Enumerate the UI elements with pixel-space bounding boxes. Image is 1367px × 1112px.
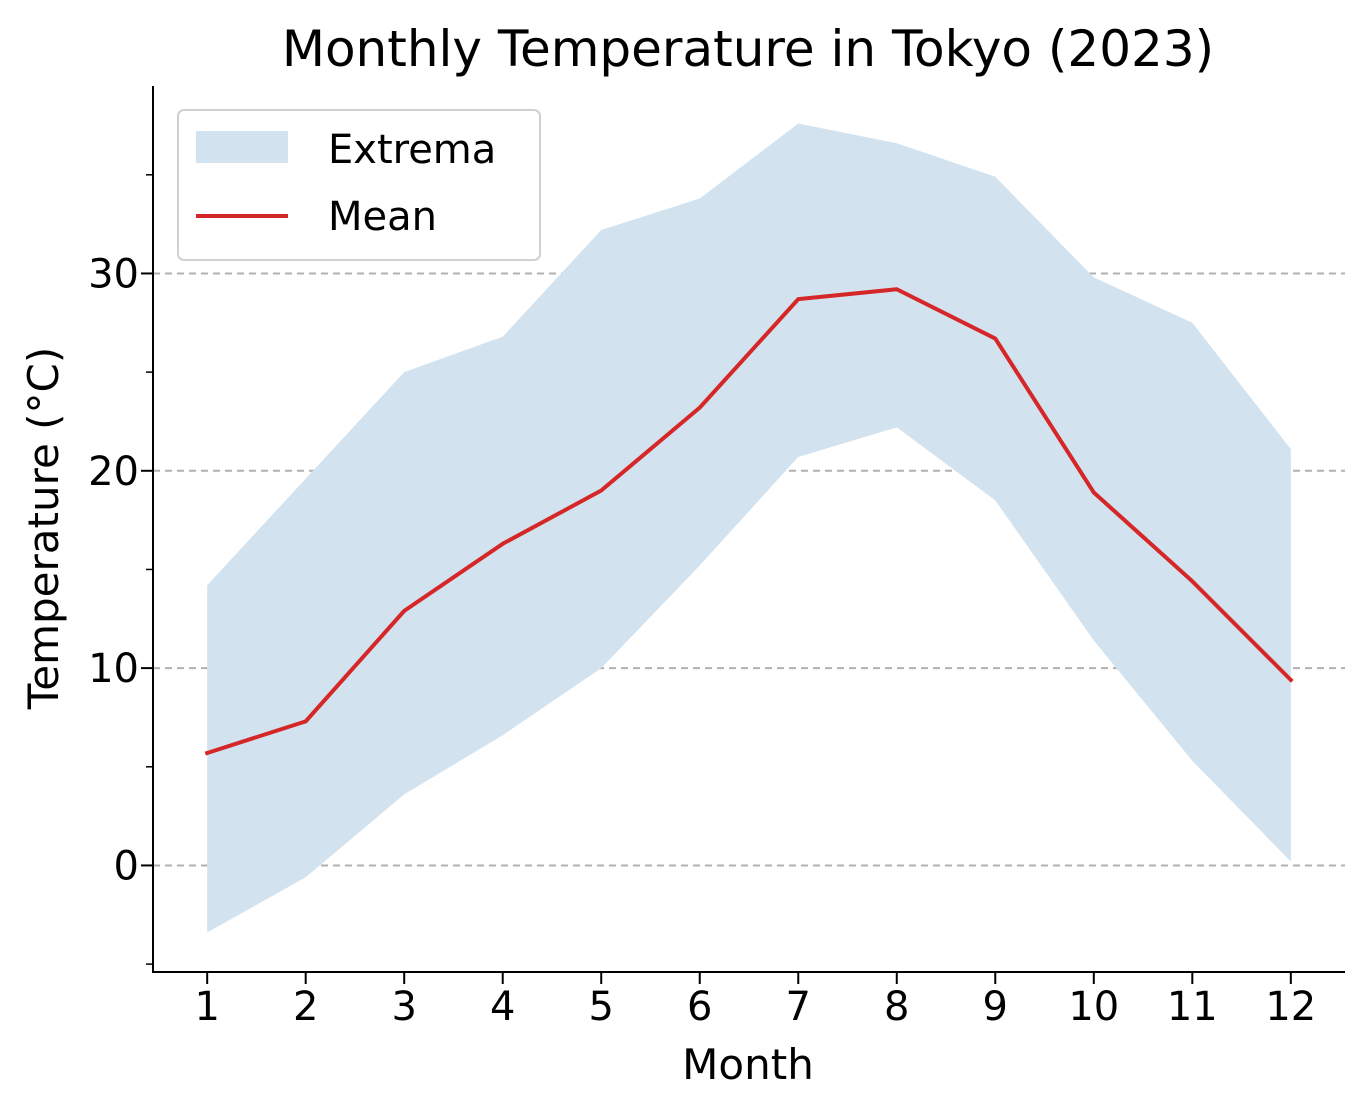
chart-title: Monthly Temperature in Tokyo (2023)	[282, 20, 1214, 78]
x-tick-label-7: 7	[786, 984, 811, 1030]
x-tick-label-5: 5	[589, 984, 614, 1030]
x-ticks: 1 2 3 4 5 6 7 8 9 10 11 12	[194, 972, 1316, 1030]
x-tick-label-6: 6	[687, 984, 712, 1030]
y-tick-label-0: 0	[114, 843, 139, 889]
x-tick-label-12: 12	[1265, 984, 1316, 1030]
axes	[152, 86, 1345, 973]
legend: Extrema Mean	[177, 109, 541, 261]
y-tick-label-10: 10	[88, 646, 139, 692]
x-tick-label-2: 2	[293, 984, 318, 1030]
x-tick-label-8: 8	[884, 984, 909, 1030]
extrema-band	[207, 123, 1291, 933]
extrema-band-layer	[207, 123, 1291, 933]
x-tick-label-11: 11	[1167, 984, 1218, 1030]
x-axis-label: Month	[682, 1040, 814, 1089]
legend-mean-label: Mean	[328, 194, 437, 240]
x-tick-label-4: 4	[490, 984, 515, 1030]
y-tick-label-30: 30	[88, 251, 139, 297]
legend-extrema-swatch	[196, 131, 288, 163]
mean-line	[204, 287, 1294, 756]
x-tick-label-9: 9	[983, 984, 1008, 1030]
y-tick-label-20: 20	[88, 449, 139, 495]
x-tick-label-1: 1	[194, 984, 219, 1030]
y-ticks: 0 10 20 30	[88, 174, 153, 965]
legend-extrema-label: Extrema	[328, 127, 496, 173]
y-axis-label: Temperature (°C)	[19, 347, 68, 711]
mean-line-layer	[204, 287, 1294, 756]
x-tick-label-3: 3	[391, 984, 416, 1030]
x-tick-label-10: 10	[1068, 984, 1119, 1030]
